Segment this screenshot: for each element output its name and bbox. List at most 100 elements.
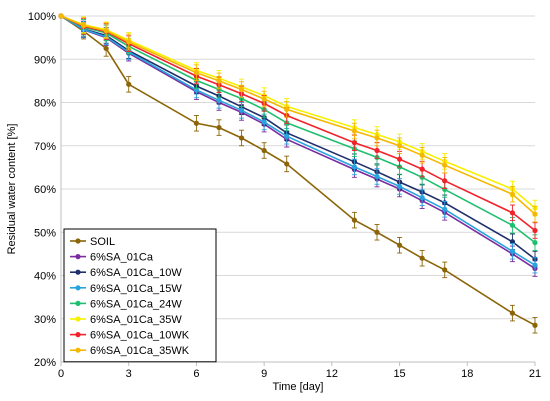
series-line [60,15,536,215]
x-tick-label: 6 [193,368,199,380]
series-line [60,15,536,232]
legend: SOIL 6%SA_01Ca 6%SA_01Ca_10W 6%SA_01Ca_15W 6… [63,228,217,363]
data-point [396,242,403,248]
data-point [532,322,538,328]
data-point [396,183,403,190]
data-point [58,13,64,19]
data-point [442,178,448,184]
y-tick-label: 80% [34,98,56,110]
x-tick-label: 18 [461,368,473,380]
data-point [238,107,245,113]
x-axis-ticks: 0 3 6 9 12 15 18 21 [58,362,541,380]
data-point [126,81,132,87]
y-tick-label: 90% [34,54,56,66]
legend-label: 6%SA_01Ca_15W [90,283,182,295]
y-tick-label: 40% [34,271,56,283]
series-line [60,15,536,270]
y-tick-label: 60% [34,184,56,196]
legend-swatch-marker [75,269,81,275]
legend-box [63,228,217,363]
data-point [261,119,267,125]
data-point [374,173,380,180]
series [58,13,538,274]
data-point [351,217,358,223]
data-point [351,140,358,146]
y-tick-label: 20% [34,357,56,369]
data-point [261,96,267,102]
x-tick-label: 9 [261,368,267,380]
data-point [238,135,245,141]
legend-label: 6%SA_01Ca [90,252,154,264]
series-line [60,15,536,209]
data-point [396,156,403,162]
y-axis-title: Residual water content [%] [6,124,18,255]
data-point [419,166,425,172]
legend-swatch-marker [75,347,81,353]
data-point [442,162,448,168]
x-tick-label: 15 [393,368,405,380]
data-point [284,106,290,113]
data-point [374,135,380,141]
legend-swatch-marker [75,238,81,244]
series-line [60,15,536,326]
data-point [193,70,200,76]
x-tick-label: 3 [126,368,132,380]
data-point [261,147,267,154]
x-axis-title: Time [day] [273,381,324,393]
data-point [216,78,222,84]
data-point [442,267,448,273]
y-tick-label: 30% [34,314,56,326]
series-layer [58,13,538,334]
data-point [509,191,516,197]
data-point [419,195,425,201]
data-point [126,39,132,45]
legend-swatch-marker [75,332,81,338]
legend-label: 6%SA_01Ca_10W [90,267,182,279]
x-tick-label: 0 [58,368,64,380]
data-point [284,161,290,167]
data-point [216,97,222,103]
data-point [374,229,380,235]
data-point [442,206,448,212]
series-line [60,15,536,260]
series-line [60,15,536,244]
data-point [374,147,380,154]
data-point [103,28,109,34]
legend-swatch-marker [75,300,81,306]
x-tick-label: 12 [326,368,338,380]
legend-label: 6%SA_01Ca_35WK [90,345,190,357]
legend-label: SOIL [90,236,115,248]
data-point [532,240,538,246]
y-tick-label: 100% [28,11,56,23]
data-point [509,210,516,216]
series [58,13,538,223]
x-tick-label: 21 [529,368,541,380]
y-tick-label: 70% [34,141,56,153]
data-point [396,143,403,149]
data-point [216,124,222,131]
data-point [532,227,538,234]
data-point [419,255,425,261]
data-point [284,133,290,139]
series-line [60,15,536,266]
data-point [419,152,425,158]
data-point [103,45,109,52]
data-point [532,211,538,217]
y-tick-label: 50% [34,227,56,239]
y-axis-ticks: 20% 30% 40% 50% 60% 70% 80% 90% 100% [28,11,56,369]
legend-swatch-marker [75,285,81,291]
legend-label: 6%SA_01Ca_24W [90,298,182,310]
data-point [238,86,245,93]
data-point [351,164,358,170]
legend-swatch-marker [75,254,81,260]
legend-swatch-marker [75,316,81,322]
data-point [509,222,516,228]
data-point [509,248,516,254]
data-point [509,310,516,316]
legend-label: 6%SA_01Ca_10WK [90,330,190,342]
data-point [193,120,200,126]
legend-label: 6%SA_01Ca_35W [90,314,182,326]
data-point [351,128,358,134]
data-point [80,22,87,29]
